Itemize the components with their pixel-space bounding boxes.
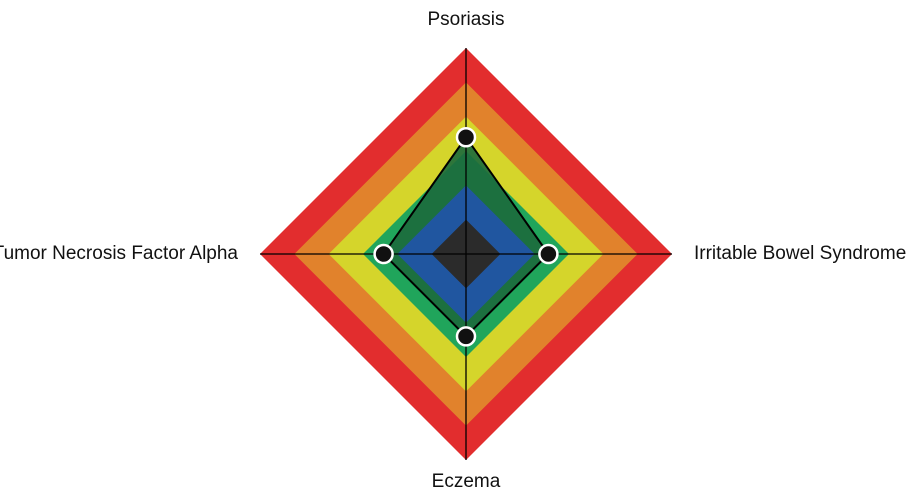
data-point <box>455 127 477 148</box>
axis-label: Irritable Bowel Syndrome <box>694 243 906 264</box>
axis-label: Tumor Necrosis Factor Alpha <box>0 243 238 264</box>
data-point <box>373 243 394 265</box>
data-point <box>538 243 559 265</box>
axis-label: Eczema <box>432 471 501 492</box>
data-point <box>455 326 477 347</box>
axis-label: Psoriasis <box>427 9 504 30</box>
